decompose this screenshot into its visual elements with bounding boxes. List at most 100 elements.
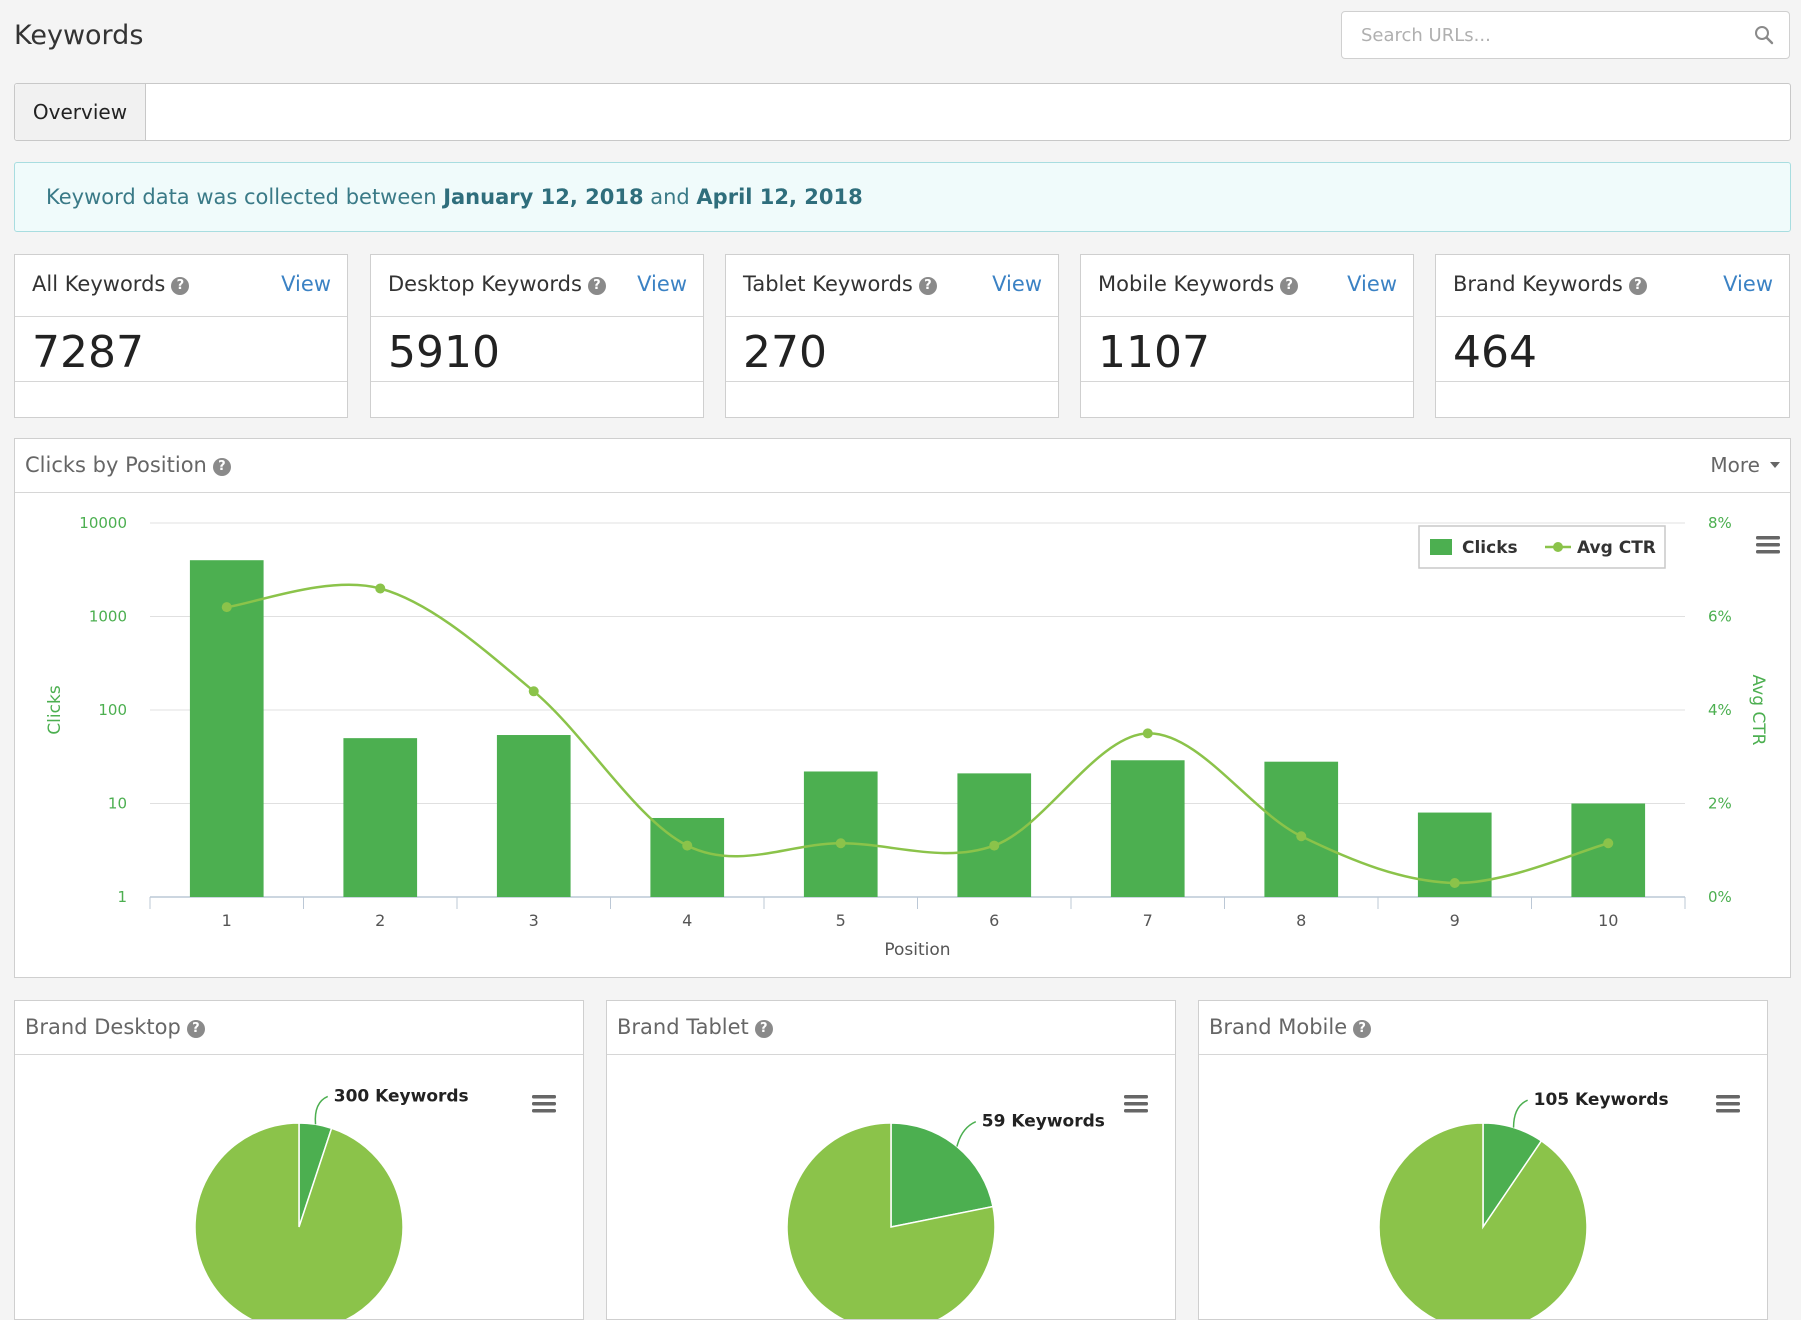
- panel-title: Clicks by Position?: [25, 453, 231, 477]
- stat-card-header: Mobile Keywords? View: [1081, 255, 1413, 317]
- stat-card-divider: [371, 381, 703, 382]
- menu-icon[interactable]: [1716, 1095, 1740, 1113]
- stat-card-all-keywords: All Keywords? View 7287: [14, 254, 348, 418]
- menu-icon-bar: [1716, 1102, 1740, 1106]
- menu-icon-bar: [1124, 1095, 1148, 1099]
- bar-clicks-position-6: [957, 773, 1032, 897]
- legend-swatch-avg-ctr-point: [1553, 542, 1563, 552]
- stat-value: 7287: [32, 327, 144, 378]
- bar-clicks-position-4: [650, 817, 725, 897]
- search-box[interactable]: [1341, 11, 1790, 59]
- avg-ctr-point-position-1: [221, 602, 232, 613]
- view-link[interactable]: View: [1347, 272, 1397, 296]
- pie-slice-label: 105 Keywords: [1534, 1090, 1669, 1110]
- view-link[interactable]: View: [992, 272, 1042, 296]
- panel-header: Brand Desktop?: [15, 1001, 583, 1055]
- y-tick-label: 100: [98, 701, 127, 719]
- x-tick-label: 9: [1450, 911, 1460, 930]
- help-icon[interactable]: ?: [918, 277, 937, 295]
- help-icon[interactable]: ?: [1280, 277, 1299, 295]
- stat-card-header: Brand Keywords? View: [1436, 255, 1789, 317]
- avg-ctr-point-position-4: [682, 840, 693, 851]
- avg-ctr-point-position-10: [1603, 838, 1614, 849]
- x-tick-label: 3: [529, 911, 539, 930]
- bar-clicks-position-5: [803, 771, 878, 897]
- help-icon[interactable]: ?: [587, 277, 606, 295]
- pie-label-connector: [956, 1121, 977, 1147]
- view-link[interactable]: View: [1723, 272, 1773, 296]
- chevron-down-icon: [1770, 462, 1780, 468]
- stat-card-tablet-keywords: Tablet Keywords? View 270: [725, 254, 1059, 418]
- menu-icon-bar: [1124, 1109, 1148, 1113]
- menu-icon-bar: [532, 1095, 556, 1099]
- panel-title: Brand Tablet?: [617, 1015, 773, 1039]
- avg-ctr-point-position-8: [1296, 831, 1307, 842]
- panel-title: Brand Desktop?: [25, 1015, 205, 1039]
- menu-icon[interactable]: [1756, 536, 1780, 554]
- pie-slice-label: 59 Keywords: [982, 1112, 1105, 1132]
- stat-card-mobile-keywords: Mobile Keywords? View 1107: [1080, 254, 1414, 418]
- pie-slice: [786, 1122, 996, 1319]
- help-icon[interactable]: ?: [754, 1020, 773, 1038]
- pie-label-connector: [314, 1095, 329, 1125]
- stat-card-divider: [1081, 381, 1413, 382]
- help-icon[interactable]: ?: [171, 277, 190, 295]
- legend-box: [1418, 525, 1666, 569]
- bar-clicks-position-8: [1264, 761, 1339, 897]
- tab-overview[interactable]: Overview: [15, 84, 146, 140]
- alert-prefix: Keyword data was collected between: [46, 185, 444, 209]
- search-input[interactable]: [1343, 13, 1733, 57]
- y2-tick-label: 4%: [1708, 701, 1732, 719]
- view-link[interactable]: View: [637, 272, 687, 296]
- pie-label-connector: [1512, 1099, 1528, 1128]
- stat-value: 1107: [1098, 327, 1210, 378]
- x-tick-label: 2: [375, 911, 385, 930]
- pie-slice-label: 300 Keywords: [334, 1086, 469, 1106]
- date-range-alert: Keyword data was collected between Janua…: [14, 162, 1791, 232]
- stat-label: Brand Keywords?: [1453, 272, 1647, 296]
- bar-clicks-position-2: [343, 738, 418, 897]
- stat-card-header: Tablet Keywords? View: [726, 255, 1058, 317]
- menu-icon[interactable]: [532, 1095, 556, 1113]
- clicks-by-position-chart: 10000 1000 100 10 1 8% 6% 4% 2% 0% Clicks Avg CTR Po…: [45, 514, 1780, 960]
- chart-legend: Clicks Avg CTR: [1418, 525, 1666, 569]
- stat-label: Mobile Keywords?: [1098, 272, 1299, 296]
- help-icon[interactable]: ?: [1353, 1020, 1372, 1038]
- bar-clicks-position-10: [1571, 803, 1646, 897]
- menu-icon-bar: [532, 1102, 556, 1106]
- help-icon[interactable]: ?: [1628, 277, 1647, 295]
- menu-icon-bar: [1756, 550, 1780, 554]
- help-icon[interactable]: ?: [186, 1020, 205, 1038]
- stat-card-header: Desktop Keywords? View: [371, 255, 703, 317]
- x-tick-label: 1: [222, 911, 232, 930]
- brand-tablet-pie-chart: 59 Keywords: [786, 1095, 1148, 1319]
- brand-mobile-panel: Brand Mobile? 105 Keywords: [1198, 1000, 1768, 1320]
- brand-tablet-panel: Brand Tablet? 59 Keywords: [606, 1000, 1176, 1320]
- search-icon[interactable]: [1753, 24, 1775, 46]
- pie-slice: [194, 1122, 404, 1319]
- y-tick-label: 10: [108, 795, 127, 813]
- alert-start-date: January 12, 2018: [443, 185, 644, 209]
- stat-card-desktop-keywords: Desktop Keywords? View 5910: [370, 254, 704, 418]
- avg-ctr-line: [226, 583, 1609, 885]
- more-dropdown[interactable]: More: [1710, 453, 1780, 477]
- stat-label: Desktop Keywords?: [388, 272, 606, 296]
- menu-icon[interactable]: [1124, 1095, 1148, 1113]
- legend-swatch-clicks: [1430, 539, 1452, 555]
- view-link[interactable]: View: [281, 272, 331, 296]
- y-tick-label: 1000: [89, 608, 127, 626]
- y-axis-title: Clicks: [45, 685, 65, 735]
- avg-ctr-point-position-7: [1142, 728, 1153, 739]
- bar-clicks-position-7: [1110, 760, 1185, 897]
- x-axis-title: Position: [884, 940, 950, 960]
- stat-card-divider: [726, 381, 1058, 382]
- pie-slice: [1378, 1122, 1588, 1319]
- stat-label: Tablet Keywords?: [743, 272, 937, 296]
- stat-label: All Keywords?: [32, 272, 190, 296]
- menu-icon-bar: [1716, 1109, 1740, 1113]
- help-icon[interactable]: ?: [212, 458, 231, 476]
- stat-value: 5910: [388, 327, 500, 378]
- bar-clicks-position-3: [496, 735, 571, 897]
- panel-header: Clicks by Position? More: [15, 439, 1790, 493]
- menu-icon-bar: [1124, 1102, 1148, 1106]
